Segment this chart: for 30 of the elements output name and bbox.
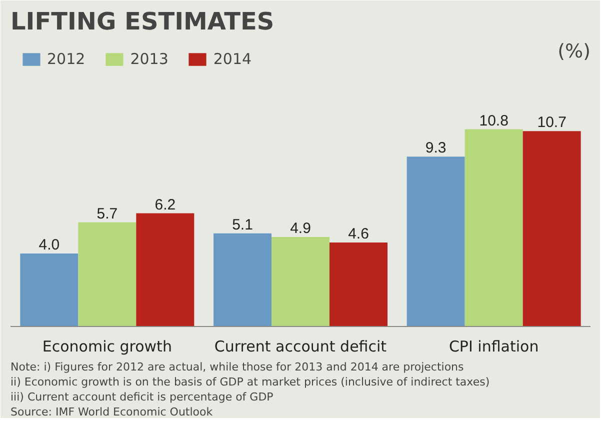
data-label: 4.9 bbox=[290, 220, 311, 238]
x-tick-label: Current account deficit bbox=[214, 338, 387, 356]
x-tick-label: CPI inflation bbox=[448, 338, 539, 356]
bar bbox=[136, 213, 194, 326]
legend-label: 2014 bbox=[213, 50, 252, 68]
text: ii) Economic growth is on the basis of GDP at market prices (inclusive of indirect taxes) bbox=[10, 376, 490, 388]
data-label: 6.2 bbox=[154, 196, 176, 214]
source-note: Source: IMF World Economic Outlook bbox=[10, 406, 214, 418]
y-axis-title: (%) bbox=[558, 40, 591, 62]
bar bbox=[20, 253, 78, 326]
data-label: 10.7 bbox=[537, 114, 566, 132]
chart-title: LIFTING ESTIMATES bbox=[10, 8, 274, 36]
data-label: 4.0 bbox=[38, 236, 60, 254]
data-label: 9.3 bbox=[425, 140, 446, 157]
text: iii) Current account deficit is percentage of GDP bbox=[10, 390, 274, 404]
legend-label: 2012 bbox=[47, 50, 86, 68]
legend-label: 2013 bbox=[130, 50, 168, 68]
bar bbox=[522, 131, 581, 326]
bar bbox=[464, 129, 523, 326]
bar bbox=[214, 233, 272, 326]
bar bbox=[78, 222, 136, 326]
bar bbox=[272, 237, 330, 326]
bar bbox=[330, 242, 388, 326]
bar bbox=[406, 156, 465, 326]
data-label: 10.8 bbox=[479, 112, 508, 130]
text: Note: i) Figures for 2012 are actual, while those for 2013 and 2014 are projections bbox=[10, 360, 464, 374]
data-label: 4.6 bbox=[348, 225, 369, 242]
x-tick-label: Economic growth bbox=[42, 338, 172, 356]
data-label: 5.1 bbox=[232, 216, 253, 234]
data-label: 5.7 bbox=[96, 205, 118, 222]
